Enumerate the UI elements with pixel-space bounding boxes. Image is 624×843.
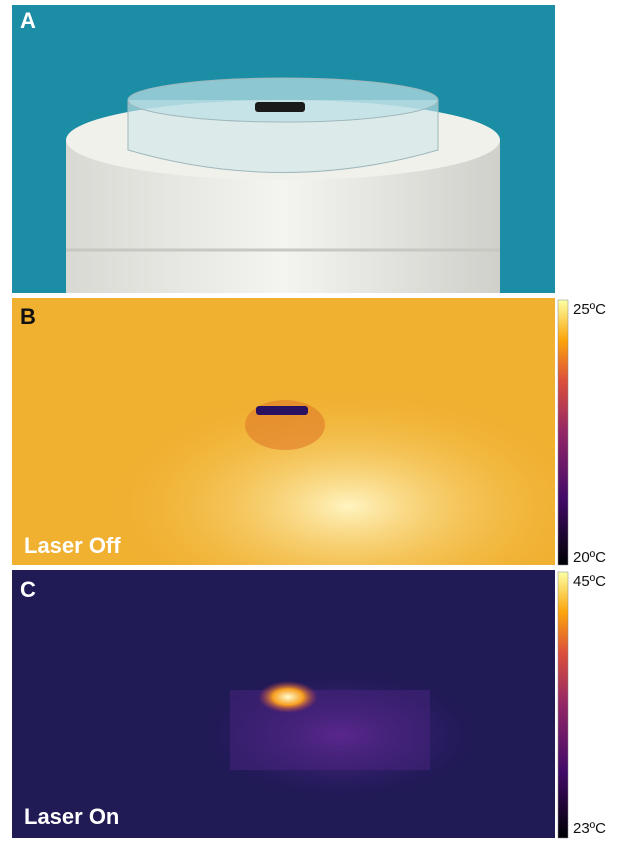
page: A B Laser Off 25ºC 20ºC C Laser On 45ºC … (0, 0, 624, 843)
sample (255, 102, 305, 112)
caption: Laser On (24, 804, 119, 829)
sample (256, 406, 308, 415)
petri-rim (128, 78, 438, 122)
panel-c: C Laser On 45ºC 23ºC (12, 570, 606, 838)
scale-max: 25ºC (573, 301, 606, 318)
caption: Laser Off (24, 533, 121, 558)
panel-label: B (20, 304, 36, 329)
colorbar (558, 300, 568, 565)
panel-b: B Laser Off 25ºC 20ºC (12, 298, 606, 566)
panel-label: C (20, 577, 36, 602)
scale-min: 20ºC (573, 549, 606, 566)
figure: A B Laser Off 25ºC 20ºC C Laser On 45ºC … (0, 0, 624, 843)
panel-a: A (12, 5, 555, 293)
colorbar (558, 572, 568, 838)
scale-max: 45ºC (573, 573, 606, 590)
hot-spot (258, 681, 318, 713)
panel-label: A (20, 8, 36, 33)
scale-min: 23ºC (573, 820, 606, 837)
